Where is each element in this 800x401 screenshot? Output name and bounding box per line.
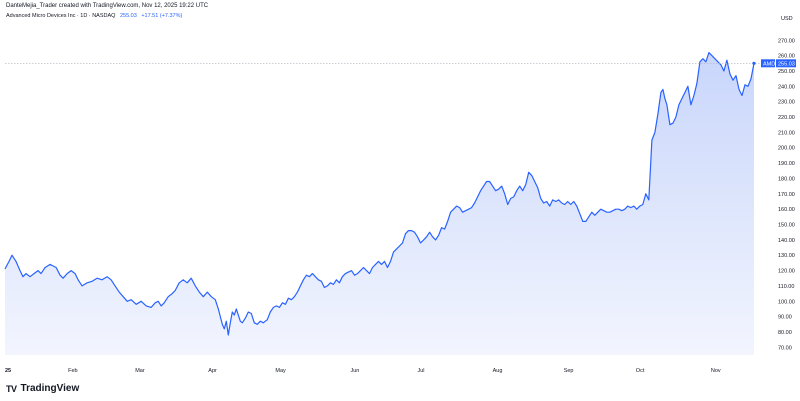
y-tick-label: 200.00 — [778, 146, 795, 152]
x-tick-label: Sep — [564, 368, 574, 374]
currency-label[interactable]: USD — [781, 16, 793, 22]
last-price-tag: 255.03 — [778, 61, 795, 67]
x-tick-label: Mar — [135, 368, 145, 374]
tradingview-brand[interactable]: TV TradingView — [6, 383, 79, 394]
y-tick-label: 130.00 — [778, 253, 795, 259]
y-tick-label: 110.00 — [778, 284, 794, 290]
x-tick-label: May — [275, 368, 286, 374]
symbol-legend[interactable]: Advanced Micro Devices Inc · 1D · NASDAQ… — [6, 13, 182, 19]
symbol-tag-bg — [761, 59, 775, 68]
area-layer — [5, 52, 754, 355]
y-tick-label: 120.00 — [778, 269, 795, 275]
y-tick-label: 190.00 — [778, 161, 795, 167]
y-tick-label: 140.00 — [778, 238, 795, 244]
y-tick-label: 230.00 — [778, 100, 795, 106]
chart-credit: DanteMejia_Trader created with TradingVi… — [6, 3, 209, 9]
y-tick-label: 210.00 — [778, 130, 795, 136]
symbol-name: Advanced Micro Devices Inc · 1D · NASDAQ — [6, 13, 116, 19]
y-tick-label: 180.00 — [778, 177, 795, 183]
y-tick-label: 170.00 — [778, 192, 795, 198]
y-tick-label: 260.00 — [778, 54, 795, 60]
series-area-fill — [5, 52, 754, 355]
price-change: +17.51 (+7.37%) — [141, 13, 183, 19]
x-tick-label: Oct — [636, 368, 645, 374]
last-price-marker-layer: AMD 255.03 — [5, 59, 796, 68]
x-axis[interactable]: 25 Feb Mar Apr May Jun Jul Aug Sep Oct Nov — [5, 368, 721, 374]
y-tick-label: 80.00 — [778, 330, 792, 336]
x-tick-label: 25 — [5, 368, 11, 374]
y-tick-label: 240.00 — [778, 84, 795, 90]
y-tick-label: 270.00 — [778, 38, 795, 44]
y-tick-label: 160.00 — [778, 207, 795, 213]
x-tick-label: Aug — [493, 368, 503, 374]
y-tick-label: 150.00 — [778, 223, 795, 229]
symbol-tag: AMD — [763, 61, 775, 67]
last-point-marker — [752, 61, 756, 65]
y-tick-label: 220.00 — [778, 115, 795, 121]
line-layer — [4, 52, 755, 336]
y-tick-label: 100.00 — [778, 299, 795, 305]
last-price-tag-bg — [776, 59, 796, 68]
x-tick-label: Feb — [68, 368, 77, 374]
series-line-amd[interactable] — [4, 52, 755, 336]
brand-name: TradingView — [20, 383, 80, 394]
x-tick-label: Jun — [351, 368, 360, 374]
y-tick-label: 90.00 — [778, 315, 792, 321]
x-tick-label: Nov — [711, 368, 721, 374]
y-axis[interactable]: 270.00 260.00 250.00 240.00 230.00 220.00 210.… — [778, 38, 795, 351]
y-tick-label: 70.00 — [778, 345, 792, 351]
tradingview-logo-icon: TV — [6, 383, 17, 394]
x-tick-label: Apr — [208, 368, 217, 374]
x-tick-label: Jul — [418, 368, 425, 374]
last-price: 255.03 — [119, 13, 137, 19]
y-tick-label: 250.00 — [778, 69, 795, 75]
